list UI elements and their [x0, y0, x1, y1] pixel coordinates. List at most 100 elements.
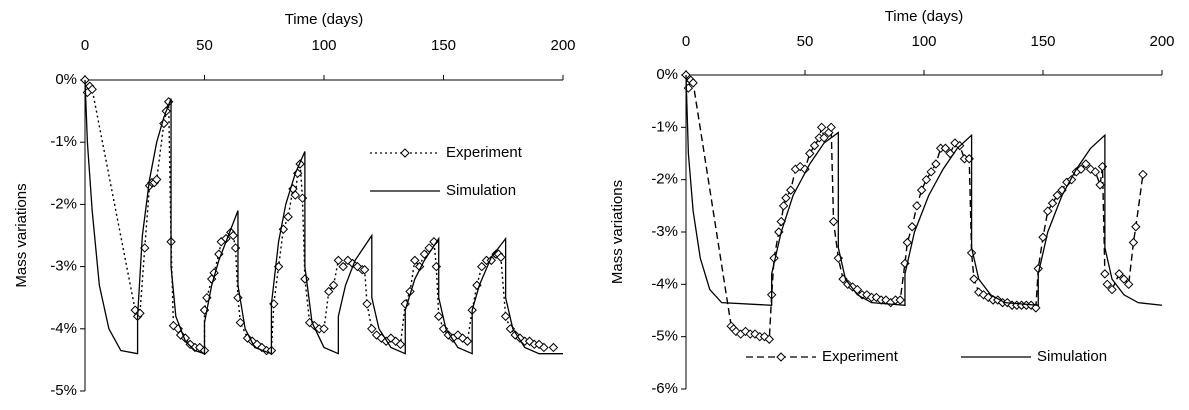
y-tick-label: -2%	[50, 195, 77, 212]
data-point	[916, 185, 927, 195]
data-point	[828, 216, 839, 227]
legend-label: Simulation	[446, 182, 516, 199]
data-point	[333, 255, 344, 266]
data-point	[1052, 190, 1062, 201]
data-point	[912, 201, 922, 211]
series-line	[84, 79, 563, 355]
data-point	[764, 334, 775, 344]
data-point	[1043, 206, 1053, 216]
data-point	[1095, 180, 1105, 190]
y-tick-label: -2%	[651, 171, 678, 188]
x-tick-label: 200	[1149, 33, 1174, 50]
chart: Time (days) Mass variations 0 50 100 150 200 0%…	[13, 11, 576, 399]
data-point	[907, 222, 917, 232]
x-axis-label: Time (days)	[285, 11, 364, 28]
data-point	[1119, 274, 1129, 284]
legend-entry: Experiment	[746, 348, 899, 365]
data-point	[809, 140, 820, 151]
data-point	[921, 174, 932, 185]
data-point	[1138, 169, 1148, 180]
data-point	[1081, 159, 1091, 169]
data-point	[759, 331, 770, 342]
data-point	[852, 284, 863, 295]
x-tick-label: 100	[311, 37, 336, 54]
data-point	[902, 237, 913, 248]
data-point	[362, 299, 372, 309]
legend-marker	[400, 148, 410, 158]
data-point	[283, 212, 293, 222]
data-point	[778, 201, 789, 211]
data-point	[87, 84, 97, 95]
data-point	[338, 261, 348, 272]
y-tick-label: -5%	[50, 382, 77, 399]
x-tick-label: 0	[682, 33, 690, 50]
data-point	[1066, 174, 1077, 185]
data-point	[500, 311, 511, 322]
legend-marker	[776, 352, 786, 362]
data-point	[1047, 198, 1058, 208]
data-point	[1128, 237, 1139, 248]
legend-entry: Experiment	[370, 144, 523, 161]
data-point	[300, 274, 310, 284]
y-tick-label: -5%	[651, 328, 678, 345]
y-tick-label: 0%	[55, 71, 77, 88]
y-tick-label: -3%	[651, 223, 678, 240]
y-tick-label: -1%	[651, 118, 678, 135]
y-tick-label: -3%	[50, 258, 77, 275]
data-point	[688, 78, 698, 88]
legend-entry: Simulation	[370, 182, 516, 199]
data-point	[359, 265, 370, 275]
data-point	[395, 339, 406, 350]
data-point	[1114, 269, 1124, 279]
y-tick-label: -4%	[651, 275, 678, 292]
x-tick-label: 100	[911, 33, 936, 50]
legend-label: Simulation	[1037, 348, 1107, 365]
chart: Time (days) Mass variations 0 50 100 150 200 0%…	[609, 8, 1175, 397]
data-point	[781, 193, 791, 203]
legend-label: Experiment	[822, 348, 899, 365]
y-tick-label: -6%	[651, 380, 678, 397]
data-point	[1090, 167, 1101, 177]
data-point	[1102, 279, 1112, 290]
data-point	[1100, 269, 1110, 279]
data-point	[434, 311, 444, 322]
data-point	[895, 295, 905, 305]
y-tick-label: 0%	[656, 66, 678, 83]
y-tick-label: -1%	[50, 133, 77, 150]
x-tick-label: 150	[431, 37, 456, 54]
data-point	[419, 249, 430, 259]
data-point	[931, 159, 941, 169]
data-point	[1123, 279, 1134, 290]
legend-entry: Simulation	[961, 348, 1107, 365]
data-point	[969, 274, 979, 284]
x-tick-label: 50	[196, 37, 213, 54]
legend-label: Experiment	[446, 144, 523, 161]
x-tick-label: 0	[81, 37, 89, 54]
data-point	[940, 143, 951, 153]
data-point	[1031, 303, 1041, 313]
data-point	[228, 230, 238, 241]
data-point	[548, 342, 559, 353]
data-point	[1107, 284, 1117, 295]
data-point	[819, 133, 829, 143]
data-point	[926, 167, 936, 177]
y-tick-label: -4%	[50, 320, 77, 337]
data-point	[776, 216, 786, 227]
y-axis-label: Mass variations	[13, 183, 30, 287]
data-point	[539, 342, 549, 353]
series-line	[685, 74, 1163, 306]
data-point	[324, 286, 334, 297]
data-point	[367, 324, 377, 334]
data-point	[477, 261, 487, 272]
data-point	[1131, 222, 1141, 232]
x-axis-label: Time (days)	[885, 8, 964, 25]
data-point	[410, 255, 420, 266]
y-axis-label: Mass variations	[609, 180, 626, 284]
data-point	[1038, 232, 1048, 242]
data-point	[1076, 164, 1086, 174]
data-point	[235, 317, 246, 328]
data-point	[816, 122, 827, 133]
data-point	[786, 185, 796, 195]
data-point	[328, 280, 339, 290]
